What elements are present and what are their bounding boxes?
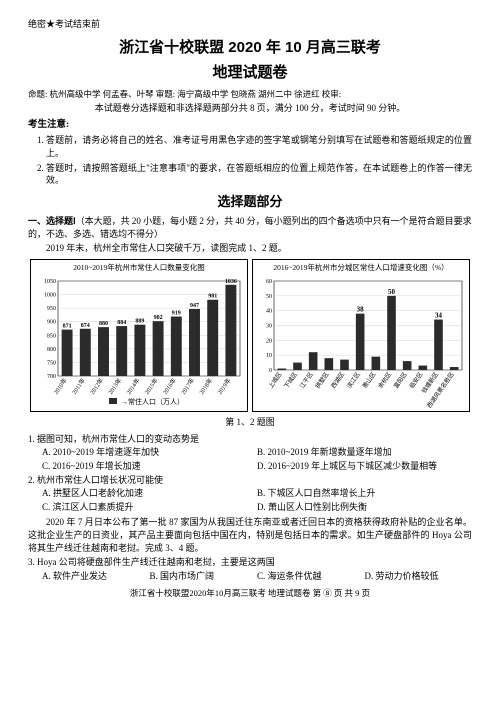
context-1: 2019 年末，杭州全市常住人口突破千万，读图完成 1、2 题。 — [28, 242, 472, 255]
svg-text:滨江区: 滨江区 — [345, 371, 362, 390]
q2-opt-d: D. 萧山区人口性别比例失衡 — [257, 501, 472, 514]
svg-text:700: 700 — [47, 374, 56, 380]
context-2: 2020 年 7 月日本公布了第一批 87 家国为从我国迁往东南亚或者迁回日本的… — [28, 516, 472, 554]
title-main: 浙江省十校联盟 2020 年 10 月高三联考 — [28, 37, 472, 58]
q1-options: A. 2010~2019 年增速逐年加快 B. 2010~2019 年新增数量逐… — [28, 446, 472, 473]
bar-chart-2: 0102030405060上城区下城区江干区拱墅区西湖区38滨江区萧山区50余杭… — [256, 275, 466, 410]
q1-opt-d: D. 2016~2019 年上城区与下城区减少数量相等 — [257, 460, 472, 473]
confidential-note: 绝密★考试结束前 — [28, 18, 472, 31]
title-sub: 地理试题卷 — [28, 62, 472, 83]
section-title: 选择题部分 — [28, 193, 472, 211]
q2-options: A. 拱墅区人口老龄化加速 B. 下城区人口自然率增长上升 C. 滨江区人口素质… — [28, 487, 472, 514]
svg-text:2017年: 2017年 — [179, 377, 196, 396]
q3-opt-a: A. 软件产业发达 — [42, 570, 150, 583]
svg-text:20: 20 — [266, 339, 272, 345]
notice-item: 答题前，请务必将自己的姓名、准考证号用黑色字迹的签字笔或钢笔分别填写在试题卷和答… — [46, 134, 472, 159]
svg-text:50: 50 — [388, 288, 396, 296]
svg-text:下城区: 下城区 — [283, 371, 299, 390]
svg-text:981: 981 — [208, 294, 217, 300]
svg-text:889: 889 — [135, 319, 144, 325]
figure-caption: 第 1、2 题图 — [28, 416, 472, 429]
notice-item: 答题时，请按照答题纸上"注意事项"的要求，在答题纸相应的位置上规范作答，在本试题… — [46, 162, 472, 187]
part1-head-bold: 一、选择题Ⅰ — [28, 216, 76, 226]
svg-text:902: 902 — [154, 315, 163, 321]
chart-1-box: 2010~2019年杭州市常住人口数量变化图 700 750 800 850 900 95… — [30, 259, 248, 413]
svg-text:850: 850 — [47, 334, 56, 340]
q1-stem: 1. 据图可知，杭州市常住人口的变动态势是 — [28, 433, 472, 446]
svg-text:950: 950 — [47, 306, 56, 312]
page-footer: 浙江省十校联盟2020年10月高三联考 地理试题卷 第 ⑧ 页 共 9 页 — [28, 588, 472, 600]
notice-heading: 考生注意: — [28, 119, 472, 132]
svg-text:2015年: 2015年 — [143, 377, 160, 396]
q1-opt-c: C. 2016~2019 年增长加速 — [42, 460, 257, 473]
svg-text:2013年: 2013年 — [106, 377, 123, 396]
svg-text:2014年: 2014年 — [125, 377, 142, 396]
meta-line-2: 本试题卷分选择题和非选择题两部分共 8 页，满分 100 分，考试时间 90 分… — [28, 102, 472, 115]
svg-text:萧山区: 萧山区 — [361, 371, 378, 390]
svg-text:919: 919 — [172, 311, 181, 317]
q3-opt-c: C. 海运条件优越 — [257, 570, 365, 583]
svg-text:750: 750 — [47, 361, 56, 367]
svg-text:拱墅区: 拱墅区 — [314, 371, 331, 390]
svg-text:800: 800 — [47, 347, 56, 353]
q1-opt-a: A. 2010~2019 年增速逐年加快 — [42, 446, 257, 459]
chart-1-title: 2010~2019年杭州市常住人口数量变化图 — [34, 263, 244, 274]
notice-list: 答题前，请务必将自己的姓名、准考证号用黑色字迹的签字笔或钢笔分别填写在试题卷和答… — [28, 134, 472, 186]
svg-text:2018年: 2018年 — [197, 377, 214, 396]
svg-text:0: 0 — [269, 368, 272, 374]
svg-text:→常住人口（万人）: →常住人口（万人） — [121, 397, 184, 406]
q1-opt-b: B. 2010~2019 年新增数量逐年增加 — [257, 446, 472, 459]
svg-text:874: 874 — [81, 323, 90, 329]
svg-text:1000: 1000 — [44, 293, 56, 299]
svg-text:900: 900 — [47, 320, 56, 326]
part1-head: 一、选择题Ⅰ（本大题，共 20 小题，每小题 2 分，共 40 分，每小题列出的… — [28, 215, 472, 240]
svg-text:临安区: 临安区 — [408, 371, 425, 390]
svg-text:38: 38 — [357, 306, 365, 314]
svg-text:西湖风景名胜区: 西湖风景名胜区 — [425, 371, 456, 410]
svg-text:40: 40 — [266, 309, 272, 315]
svg-text:2019年: 2019年 — [216, 377, 233, 396]
svg-text:富阳区: 富阳区 — [392, 371, 409, 390]
meta-line-1: 命题: 杭州高级中学 何孟春、叶琴 审题: 海宁高级中学 包晓燕 湖州二中 徐进… — [28, 89, 472, 101]
svg-text:10: 10 — [266, 353, 272, 359]
svg-text:60: 60 — [266, 279, 272, 285]
svg-text:2012年: 2012年 — [88, 377, 105, 396]
q2-opt-c: C. 滨江区人口素质提升 — [42, 501, 257, 514]
q3-opt-b: B. 国内市场广阔 — [150, 570, 258, 583]
svg-text:880: 880 — [99, 321, 108, 327]
svg-text:34: 34 — [435, 312, 443, 320]
q2-stem: 2. 杭州市常住人口增长状况可能使 — [28, 474, 472, 487]
part1-head-rest: （本大题，共 20 小题，每小题 2 分，共 40 分，每小题列出的四个备选项中… — [28, 216, 472, 239]
svg-text:884: 884 — [117, 320, 126, 326]
svg-text:西湖区: 西湖区 — [329, 371, 346, 390]
q3-stem: 3. Hoya 公司将硬盘部件生产线迁往越南和老挝，主要是这两国 — [28, 556, 472, 569]
bar-chart-1: 700750800850900950100010508712010年874201… — [34, 275, 244, 410]
chart-2-title: 2016~2019年杭州市分城区常住人口增速变化图（%） — [256, 263, 466, 274]
svg-text:2011年: 2011年 — [70, 377, 87, 396]
svg-text:江干区: 江干区 — [299, 371, 315, 390]
svg-text:2016年: 2016年 — [161, 377, 178, 396]
q2-opt-a: A. 拱墅区人口老龄化加速 — [42, 487, 257, 500]
svg-text:50: 50 — [266, 294, 272, 300]
svg-text:30: 30 — [266, 324, 272, 330]
svg-text:余杭区: 余杭区 — [376, 371, 393, 390]
svg-text:1050: 1050 — [44, 279, 56, 285]
q3-options: A. 软件产业发达 B. 国内市场广阔 C. 海运条件优越 D. 劳动力价格较低 — [28, 570, 472, 583]
charts-row: 2010~2019年杭州市常住人口数量变化图 700 750 800 850 900 95… — [28, 259, 472, 413]
q2-opt-b: B. 下城区人口自然率增长上升 — [257, 487, 472, 500]
svg-text:871: 871 — [63, 324, 72, 330]
chart-2-box: 2016~2019年杭州市分城区常住人口增速变化图（%） 0 10 20 30 40 50… — [252, 259, 470, 413]
q3-opt-d: D. 劳动力价格较低 — [365, 570, 473, 583]
svg-text:947: 947 — [190, 303, 199, 309]
svg-text:1036: 1036 — [225, 279, 237, 285]
